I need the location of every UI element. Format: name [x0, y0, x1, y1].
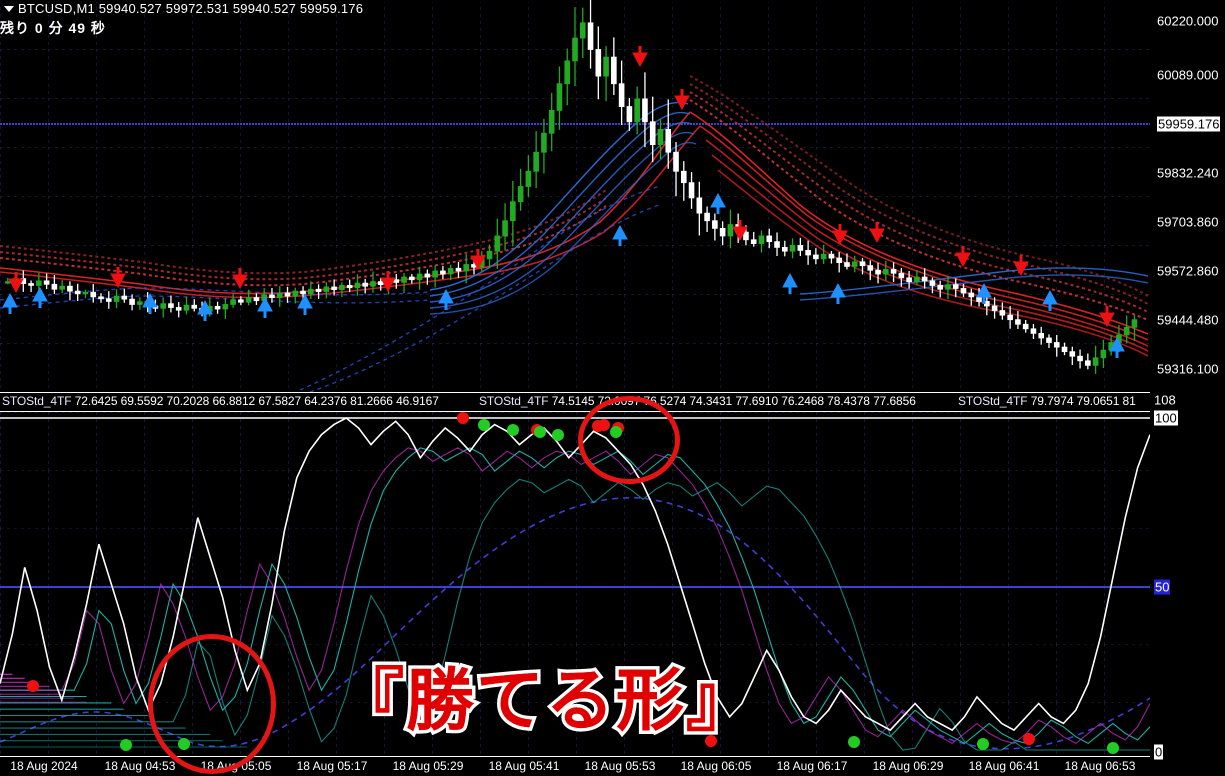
indicator-axis-tick-0: 108 — [1154, 392, 1176, 408]
sell-dot-marker — [457, 412, 469, 424]
indicator-values-group-1: STOStd_4TF 72.6425 69.5592 70.2028 66.88… — [2, 394, 439, 408]
buy-dot-marker — [478, 419, 490, 431]
indicator-axis-tick-2: 50 — [1154, 579, 1171, 595]
time-axis-label-1: 18 Aug 04:53 — [104, 759, 176, 773]
price-axis-tick-4: 59703.860 — [1157, 214, 1219, 230]
indicator-signal-dots — [27, 412, 1119, 754]
buy-dot-marker — [534, 426, 546, 438]
buy-dot-marker — [120, 739, 132, 751]
indicator-ribbon-cyan — [0, 447, 1150, 751]
price-chart-pane[interactable] — [0, 0, 1150, 392]
candlestick-series — [4, 0, 1138, 374]
price-chart-svg — [0, 0, 1150, 392]
buy-dot-marker — [178, 738, 190, 750]
time-axis-bar: 18 Aug 2024 18 Aug 04:53 18 Aug 05:05 18 Au… — [0, 756, 1150, 776]
right-axis-column[interactable]: 60220.000 60089.000 59959.176 59832.240 5970… — [1150, 0, 1225, 776]
price-axis-tick-5: 59572.860 — [1157, 263, 1219, 279]
price-axis-tick-0: 60220.000 — [1157, 13, 1219, 29]
indicator-axis-tick-3: 0 — [1154, 744, 1164, 760]
time-axis-label-5: 18 Aug 05:41 — [488, 759, 560, 773]
sell-dot-marker — [705, 735, 717, 747]
price-axis-tick-2: 59959.176 — [1157, 116, 1221, 132]
time-axis-label-9: 18 Aug 06:29 — [872, 759, 944, 773]
time-axis-label-0: 18 Aug 2024 — [10, 759, 78, 773]
ma-ribbon-bear-dotted — [0, 75, 1149, 321]
time-axis-label-2: 18 Aug 05:05 — [200, 759, 272, 773]
buy-dot-marker — [507, 424, 519, 436]
indicator-values-group-3: STOStd_4TF 79.7974 79.0651 81 — [958, 394, 1136, 408]
sell-dot-marker — [27, 680, 39, 692]
time-axis-label-10: 18 Aug 06:41 — [968, 759, 1040, 773]
indicator-pane[interactable] — [0, 412, 1150, 756]
time-axis-label-8: 18 Aug 06:17 — [776, 759, 848, 773]
indicator-svg — [0, 412, 1150, 756]
buy-dot-marker — [552, 429, 564, 441]
price-axis-tick-1: 60089.000 — [1157, 67, 1219, 83]
time-axis-label-7: 18 Aug 06:05 — [680, 759, 752, 773]
price-axis-tick-7: 59316.100 — [1157, 361, 1219, 377]
sell-dot-marker — [1023, 733, 1035, 745]
ma-ribbon-bull-dotted — [0, 185, 663, 392]
time-axis-label-11: 18 Aug 06:53 — [1064, 759, 1136, 773]
buy-dot-marker — [1107, 742, 1119, 754]
buy-dot-marker — [610, 426, 622, 438]
indicator-fast-line — [0, 417, 1150, 732]
price-axis-tick-6: 59444.480 — [1157, 312, 1219, 328]
time-axis-label-4: 18 Aug 05:29 — [392, 759, 464, 773]
sell-dot-marker — [598, 419, 610, 431]
time-axis-label-3: 18 Aug 05:17 — [296, 759, 368, 773]
time-axis-label-6: 18 Aug 05:53 — [584, 759, 656, 773]
indicator-values-group-2: STOStd_4TF 74.5145 72.0097 76.5274 74.34… — [479, 394, 916, 408]
price-axis-tick-3: 59832.240 — [1157, 165, 1219, 181]
buy-dot-marker — [848, 736, 860, 748]
indicator-label-bar: STOStd_4TF 72.6425 69.5592 70.2028 66.88… — [0, 392, 1150, 412]
buy-dot-marker — [977, 738, 989, 750]
signal-arrow-markers — [2, 46, 1125, 358]
indicator-axis-tick-1: 100 — [1154, 410, 1178, 426]
